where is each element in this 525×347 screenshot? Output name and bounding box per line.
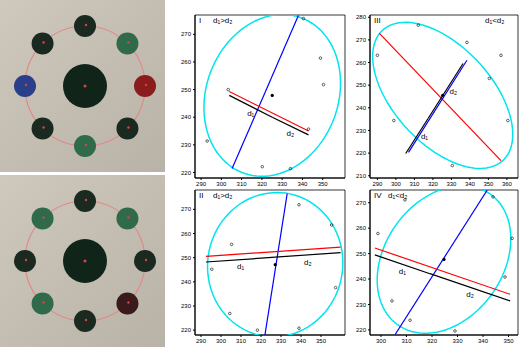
svg-text:300: 300 (216, 181, 227, 187)
svg-text:350: 350 (483, 181, 494, 187)
svg-text:290: 290 (196, 338, 207, 344)
svg-text:350: 350 (504, 338, 515, 344)
svg-text:220: 220 (181, 170, 192, 176)
svg-text:320: 320 (427, 338, 438, 344)
svg-text:d₂: d₂ (466, 290, 474, 299)
svg-text:270: 270 (181, 206, 192, 212)
svg-text:d₂: d₂ (450, 87, 458, 96)
svg-text:240: 240 (356, 276, 367, 282)
svg-text:d₂: d₂ (304, 258, 312, 267)
svg-text:260: 260 (181, 59, 192, 65)
svg-text:310: 310 (237, 181, 248, 187)
svg-text:310: 310 (409, 181, 420, 187)
html-text:II: II (199, 191, 204, 200)
html-text:IV: IV (374, 191, 382, 200)
svg-text:210: 210 (356, 173, 367, 179)
svg-text:d₁: d₁ (399, 267, 406, 276)
svg-text:260: 260 (181, 231, 192, 237)
svg-text:250: 250 (181, 87, 192, 93)
svg-text:d₂: d₂ (287, 129, 295, 138)
svg-text:300: 300 (216, 338, 227, 344)
html-text:I: I (199, 16, 202, 25)
svg-text:260: 260 (356, 225, 367, 231)
svg-text:310: 310 (236, 338, 247, 344)
svg-text:220: 220 (356, 327, 367, 333)
svg-text:330: 330 (453, 338, 464, 344)
svg-text:250: 250 (356, 251, 367, 257)
svg-text:240: 240 (181, 114, 192, 120)
html-text:III: III (374, 16, 381, 25)
svg-text:270: 270 (356, 37, 367, 43)
svg-text:230: 230 (356, 128, 367, 134)
svg-text:340: 340 (297, 181, 308, 187)
svg-text:350: 350 (316, 338, 327, 344)
svg-text:350: 350 (318, 181, 329, 187)
svg-text:220: 220 (356, 150, 367, 156)
svg-text:320: 320 (257, 181, 268, 187)
svg-text:d₁: d₁ (247, 109, 254, 118)
svg-text:250: 250 (356, 82, 367, 88)
html-text:d₁<d₂: d₁<d₂ (388, 191, 408, 200)
svg-text:360: 360 (502, 181, 513, 187)
svg-text:330: 330 (276, 338, 287, 344)
svg-text:260: 260 (356, 60, 367, 66)
svg-text:270: 270 (181, 31, 192, 37)
svg-text:240: 240 (181, 279, 192, 285)
svg-text:240: 240 (356, 105, 367, 111)
svg-text:230: 230 (356, 302, 367, 308)
svg-text:270: 270 (356, 200, 367, 206)
svg-text:320: 320 (428, 181, 439, 187)
svg-text:330: 330 (446, 181, 457, 187)
svg-text:330: 330 (277, 181, 288, 187)
svg-text:340: 340 (465, 181, 476, 187)
svg-text:290: 290 (196, 181, 207, 187)
svg-text:d₁: d₁ (421, 132, 428, 141)
svg-text:230: 230 (181, 303, 192, 309)
svg-text:d₁: d₁ (237, 262, 244, 271)
html-text:d₁<d₂: d₁<d₂ (485, 16, 505, 25)
svg-text:340: 340 (296, 338, 307, 344)
svg-text:310: 310 (401, 338, 412, 344)
html-text:d₁>d₂: d₁>d₂ (213, 191, 233, 200)
svg-text:290: 290 (372, 181, 383, 187)
html-text:d₁>d₂: d₁>d₂ (213, 16, 233, 25)
svg-text:250: 250 (181, 255, 192, 261)
svg-text:300: 300 (391, 181, 402, 187)
svg-text:280: 280 (356, 14, 367, 20)
svg-text:300: 300 (376, 338, 387, 344)
svg-text:320: 320 (256, 338, 267, 344)
svg-text:220: 220 (181, 327, 192, 333)
svg-text:230: 230 (181, 142, 192, 148)
svg-text:340: 340 (478, 338, 489, 344)
